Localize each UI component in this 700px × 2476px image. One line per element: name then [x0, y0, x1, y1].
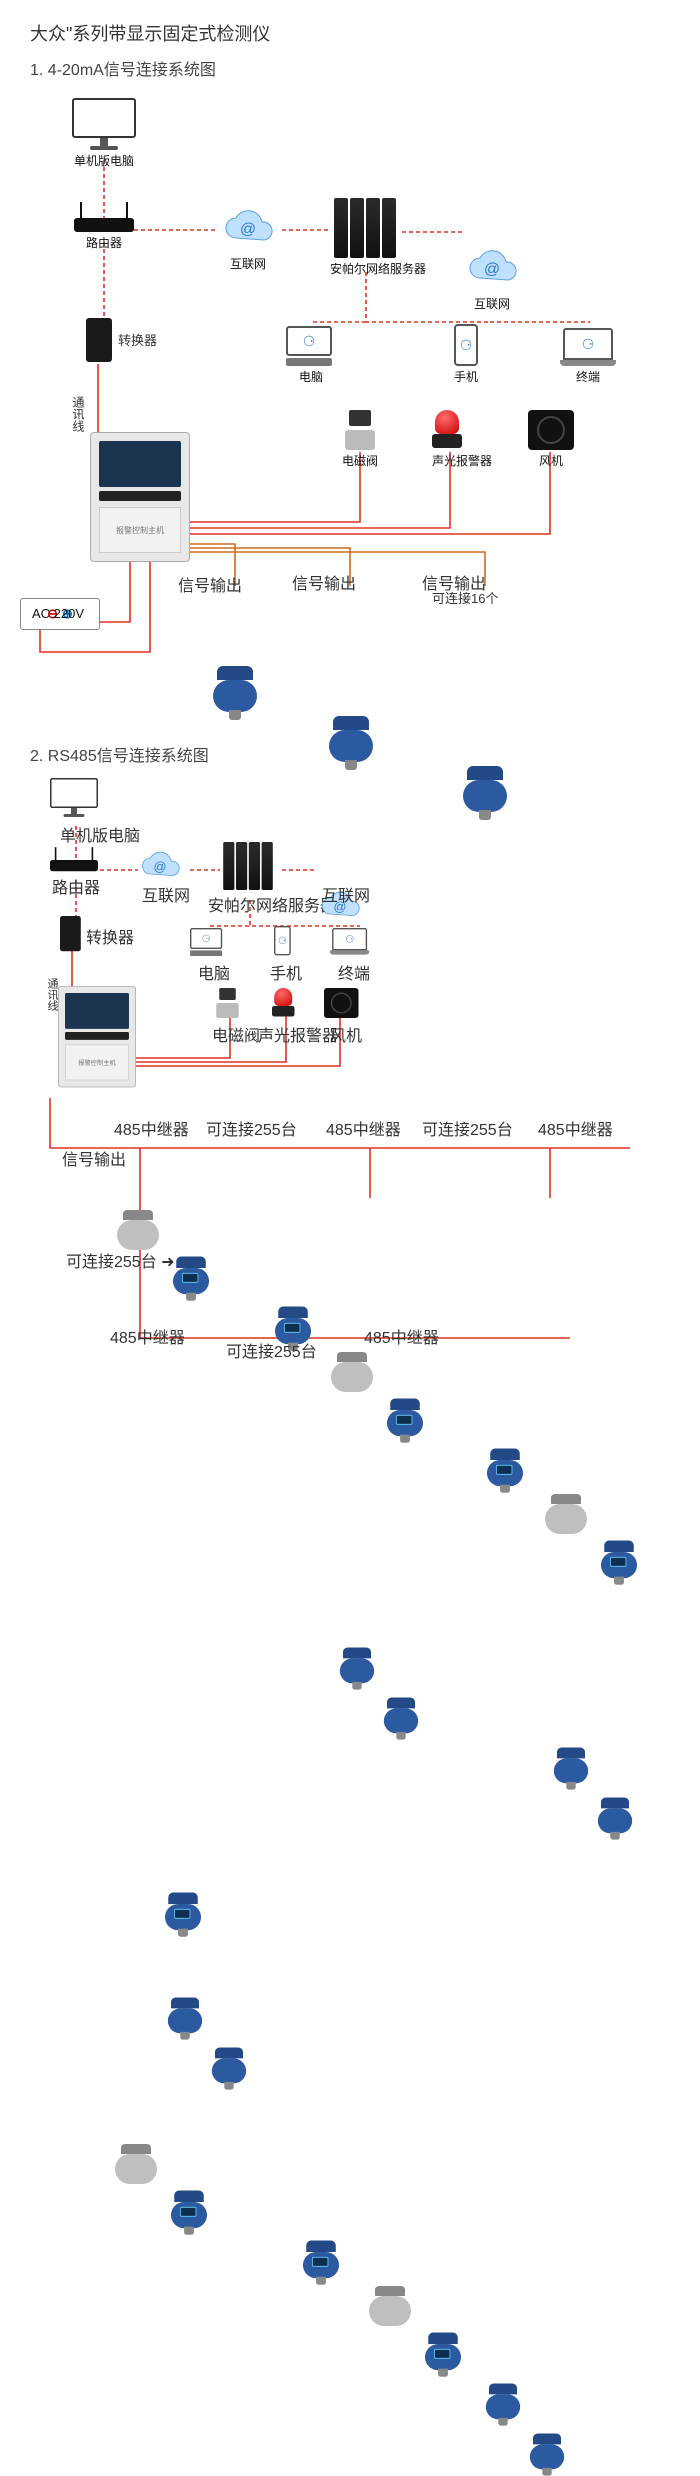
repeater-3	[544, 1494, 588, 1536]
detector-1	[212, 666, 258, 716]
det-r1-5	[600, 1541, 638, 1582]
rep-lbl-b1: 485中继器	[110, 1324, 185, 1348]
conn255-b: 可连接255台	[226, 1338, 317, 1362]
rep-lbl-3: 485中继器	[538, 1116, 613, 1140]
alarm-light-label: 声光报警器	[432, 452, 492, 469]
client-phone: ⚆ 手机	[454, 324, 478, 385]
alarm-light: 声光报警器	[432, 410, 492, 469]
client-pc-2: ⚆	[190, 928, 225, 956]
signal-out-2: 信号输出	[292, 570, 356, 594]
valve-2-label: 电磁阀	[212, 1022, 260, 1046]
signal-out-row: 信号输出	[62, 1146, 126, 1170]
fan-2-label: 风机	[330, 1022, 362, 1046]
panel-door-label: 报警控制主机	[99, 507, 181, 553]
det-h1b	[383, 1698, 419, 1737]
server-rack-label: 安帕尔网络服务器	[330, 260, 426, 277]
connect-16-label: 可连接16个	[432, 588, 498, 607]
det-b4	[485, 2384, 521, 2423]
fan-label: 风机	[528, 452, 574, 469]
panel-door-2: 报警控制主机	[65, 1045, 129, 1081]
det-h1a	[339, 1648, 375, 1687]
conn255-arrow: 可连接255台 ➜	[66, 1248, 175, 1272]
main-title: 大众"系列带显示固定式检测仪	[30, 20, 670, 46]
comm-line-label: 通讯线	[70, 396, 87, 432]
diagram1-wires	[30, 92, 670, 712]
solenoid-valve-label: 电磁阀	[342, 452, 378, 469]
fan-2	[324, 988, 359, 1018]
client-phone-2-label: 手机	[270, 960, 302, 984]
pc-standalone-2	[50, 778, 98, 817]
converter-label: 转换器	[118, 330, 157, 349]
det-r1-3	[386, 1399, 424, 1440]
svg-text:@: @	[484, 261, 500, 278]
signal-out-1: 信号输出	[178, 572, 242, 596]
fan: 风机	[528, 410, 574, 469]
conn255-r1-1: 可连接255台	[206, 1116, 297, 1140]
client-phone-2: ⚆	[274, 926, 291, 955]
svg-text:@: @	[240, 221, 256, 238]
alarm-2-label: 声光报警器	[258, 1022, 338, 1046]
det-mid-h1	[167, 1998, 203, 2037]
diagram-4-20ma: 单机版电脑 路由器 @ 互联网 @ 互联网 安帕尔网络服务器 转换器 ⚆ 电脑 …	[30, 92, 670, 712]
det-h2a	[553, 1748, 589, 1787]
alarm-2	[272, 988, 295, 1018]
det-mid	[164, 1893, 202, 1934]
client-terminal: ⚆ 终端	[560, 328, 616, 385]
solenoid-valve: 电磁阀	[342, 410, 378, 469]
pc-standalone: 单机版电脑	[72, 98, 136, 169]
client-pc-label: 电脑	[286, 368, 336, 385]
repeater-b2	[368, 2286, 412, 2328]
det-r1-4	[486, 1449, 524, 1490]
repeater-b1	[114, 2144, 158, 2186]
cloud-internet-left-label: 互联网	[218, 255, 278, 272]
router-label: 路由器	[74, 234, 134, 251]
repeater-2	[330, 1352, 374, 1394]
router-2-label: 路由器	[52, 874, 100, 898]
rep-lbl-1: 485中继器	[114, 1116, 189, 1140]
router: 路由器	[74, 218, 134, 251]
converter	[86, 318, 112, 362]
repeater-1	[116, 1210, 160, 1252]
det-b1	[170, 2191, 208, 2232]
client-terminal-2-label: 终端	[338, 960, 370, 984]
conn255-r1-2: 可连接255台	[422, 1116, 513, 1140]
det-mid-h2	[211, 2048, 247, 2087]
control-panel: 报警控制主机	[90, 432, 190, 562]
client-phone-label: 手机	[454, 368, 478, 385]
det-b2	[302, 2241, 340, 2282]
svg-text:@: @	[154, 859, 167, 874]
det-h2b	[597, 1798, 633, 1837]
section1-title: 1. 4-20mA信号连接系统图	[30, 56, 670, 80]
pc-standalone-label: 单机版电脑	[72, 152, 136, 169]
pc-standalone-2-label: 单机版电脑	[60, 822, 140, 846]
router-2	[50, 860, 98, 871]
control-panel-2: 报警控制主机	[58, 986, 136, 1087]
ac-220v-box: ⊖⊕ AC 220V	[20, 598, 100, 630]
cloud-internet-left: @ 互联网	[218, 208, 278, 248]
valve-2	[214, 988, 241, 1018]
cloud-internet-right: @ 互联网	[462, 248, 522, 288]
det-r1-1	[172, 1257, 210, 1298]
ac-220v-label: AC 220V	[32, 606, 84, 621]
converter-2	[60, 916, 81, 951]
det-b5	[529, 2434, 565, 2473]
cloud-internet-right-label: 互联网	[462, 295, 522, 312]
det-b3	[424, 2333, 462, 2374]
diagram-rs485: 单机版电脑 路由器 @ 互联网 安帕尔网络服务器 @ 互联网 转换器 ⚆ 电脑 …	[30, 778, 670, 1428]
client-terminal-2: ⚆	[330, 928, 369, 955]
cloud-2-left: @	[136, 850, 184, 882]
client-pc: ⚆ 电脑	[286, 326, 336, 385]
detector-2	[328, 716, 374, 766]
rep-lbl-b2: 485中继器	[364, 1324, 439, 1348]
converter-2-label: 转换器	[86, 924, 134, 948]
client-terminal-label: 终端	[560, 368, 616, 385]
server-rack: 安帕尔网络服务器	[330, 198, 426, 277]
rep-lbl-2: 485中继器	[326, 1116, 401, 1140]
cloud-2-right-label: 互联网	[322, 882, 370, 906]
client-pc-2-label: 电脑	[198, 960, 230, 984]
server-2	[220, 842, 276, 890]
cloud-2-left-label: 互联网	[142, 882, 190, 906]
